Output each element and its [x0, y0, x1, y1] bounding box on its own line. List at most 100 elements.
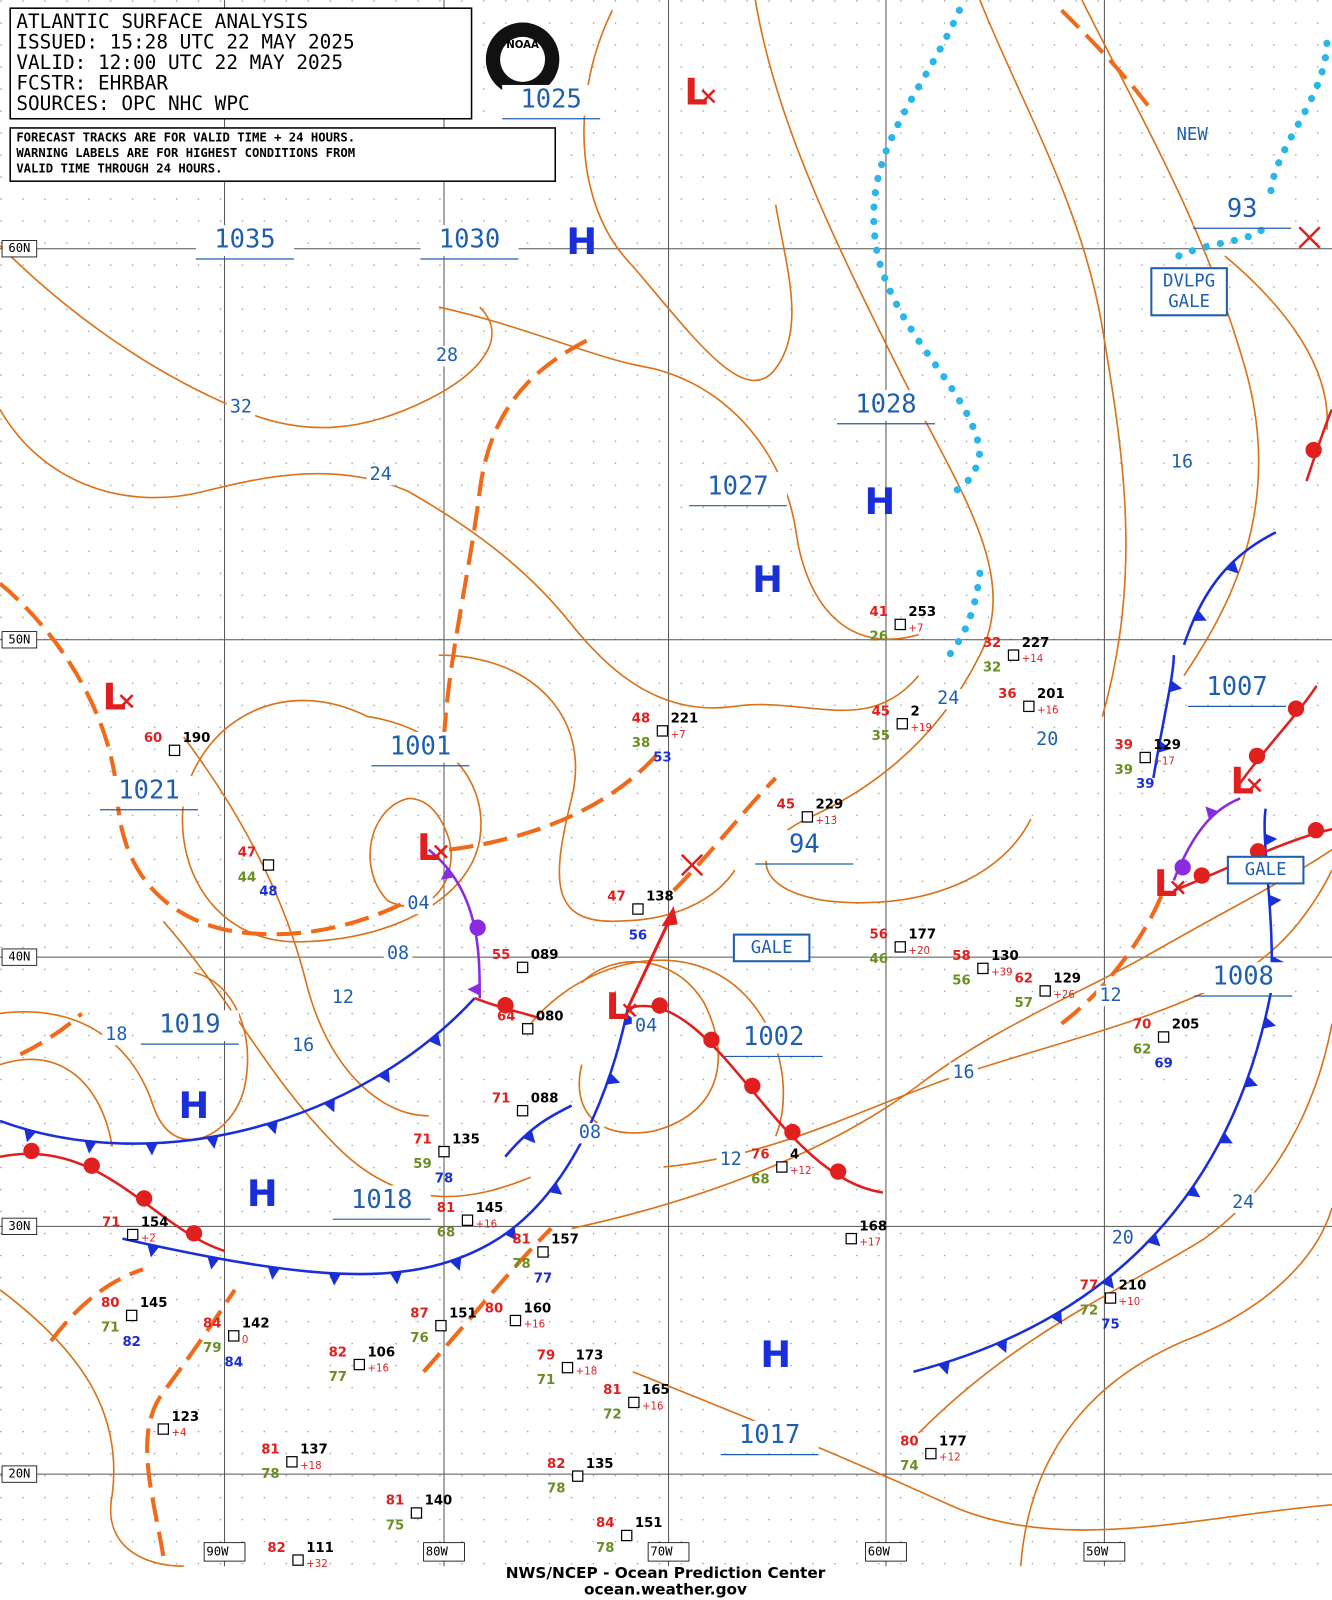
station-tendency: +20 — [908, 946, 930, 957]
station-pressure: 080 — [536, 1009, 564, 1024]
station-pressure: 4 — [790, 1148, 799, 1163]
warning-box — [1150, 267, 1228, 317]
notice-line: FORECAST TRACKS ARE FOR VALID TIME + 24 … — [16, 131, 355, 145]
station-tendency: +19 — [910, 723, 932, 734]
lon-label-box — [203, 1542, 246, 1562]
station-dewpoint: 79 — [203, 1341, 221, 1356]
station-marker — [537, 1246, 549, 1258]
isobar — [632, 1370, 1332, 1531]
pressure-center: H — [752, 558, 783, 601]
front-symbol — [469, 919, 486, 936]
label-bg — [1032, 729, 1062, 751]
station-pressure: 129 — [1053, 972, 1081, 987]
station-sst: 53 — [653, 751, 671, 766]
station-temp: 81 — [603, 1383, 621, 1398]
front-symbol — [1157, 740, 1171, 753]
track-front — [626, 910, 676, 1009]
station-pressure: 145 — [476, 1201, 504, 1216]
pressure-center: H — [760, 1333, 791, 1376]
pressure-label: 1018 — [351, 1185, 412, 1215]
station-pressure: 205 — [1172, 1018, 1200, 1033]
station-dewpoint: 62 — [1133, 1042, 1151, 1057]
station-dewpoint: 68 — [437, 1225, 455, 1240]
station-pressure: 088 — [531, 1091, 559, 1106]
station-marker — [1157, 1031, 1170, 1043]
front-symbol — [328, 1273, 341, 1286]
station-tendency: +16 — [1037, 705, 1059, 716]
x-mark — [680, 853, 704, 877]
station-marker — [1139, 751, 1151, 764]
label-bg — [1194, 962, 1293, 993]
front-symbol — [703, 1031, 720, 1049]
pressure-center: L — [1154, 862, 1177, 905]
station-marker — [435, 1319, 447, 1332]
station-temp: 56 — [870, 928, 888, 943]
lat-label-box — [1, 240, 38, 258]
label-bg — [688, 471, 787, 503]
station-temp: 81 — [437, 1201, 455, 1216]
station-temp: 39 — [1115, 738, 1133, 753]
isobar-label: 24 — [937, 688, 959, 709]
station-temp: 71 — [492, 1091, 510, 1106]
station-marker — [286, 1456, 298, 1468]
noaa-logo-inner — [500, 36, 546, 82]
station-tendency: +16 — [642, 1402, 664, 1413]
front-symbol — [266, 1120, 278, 1135]
label-bg — [631, 1016, 661, 1037]
cold-front — [504, 1104, 573, 1158]
front-symbol — [1205, 806, 1219, 820]
station-pressure: 106 — [367, 1345, 395, 1360]
station-pressure: 201 — [1037, 687, 1065, 702]
station-marker — [353, 1358, 365, 1371]
isobar-label: 16 — [292, 1035, 314, 1056]
front-symbol — [1262, 1016, 1277, 1029]
label-bg — [502, 84, 601, 116]
station-temp: 82 — [267, 1541, 285, 1556]
pressure-label: 1030 — [439, 225, 500, 255]
station-pressure: 151 — [635, 1516, 663, 1531]
station-tendency: +4 — [171, 1428, 186, 1439]
front-symbol — [378, 1069, 390, 1084]
trough — [145, 1288, 237, 1557]
isobar-label: 12 — [332, 987, 354, 1008]
station-marker — [894, 941, 906, 953]
label-bg — [226, 397, 256, 418]
label-bg — [836, 390, 935, 421]
warning-label: GALE — [1168, 292, 1210, 312]
pressure-center: L — [606, 985, 629, 1028]
logo-text: NOAA — [506, 40, 539, 51]
isobar-label: 16 — [1171, 452, 1193, 473]
station-dewpoint: 38 — [632, 736, 650, 751]
lon-label: 60W — [868, 1544, 891, 1558]
station-tendency: +12 — [939, 1453, 961, 1464]
station-marker — [516, 961, 529, 974]
station-marker — [438, 1145, 450, 1158]
isobar-label: 04 — [635, 1016, 657, 1037]
station-sst: 48 — [259, 885, 277, 900]
station-pressure: 154 — [141, 1215, 169, 1230]
pressure-center: L — [417, 826, 440, 869]
front-symbol — [467, 983, 480, 996]
lat-label: 40N — [8, 950, 30, 964]
pressure-label: 1017 — [739, 1420, 800, 1450]
isobar-label: 24 — [370, 464, 392, 485]
pressure-label: 1002 — [743, 1022, 804, 1052]
warm-front — [1305, 408, 1332, 482]
station-tendency: +7 — [908, 624, 923, 635]
isobar-label: 28 — [436, 345, 458, 366]
station-pressure: 168 — [859, 1219, 887, 1234]
station-dewpoint: 71 — [101, 1321, 119, 1336]
station-marker — [896, 718, 909, 730]
ice-line — [945, 569, 984, 659]
station-pressure: 151 — [449, 1306, 477, 1321]
station-pressure: 221 — [671, 712, 699, 727]
station-marker — [521, 1023, 534, 1035]
front-symbol — [449, 1257, 462, 1271]
station-temp: 79 — [537, 1348, 555, 1363]
label-bg — [716, 1149, 746, 1171]
station-tendency: +7 — [671, 730, 686, 741]
front-symbol — [1248, 747, 1266, 765]
front-symbol — [651, 997, 668, 1014]
station-pressure: 135 — [452, 1132, 480, 1147]
front-symbol — [389, 1271, 403, 1285]
